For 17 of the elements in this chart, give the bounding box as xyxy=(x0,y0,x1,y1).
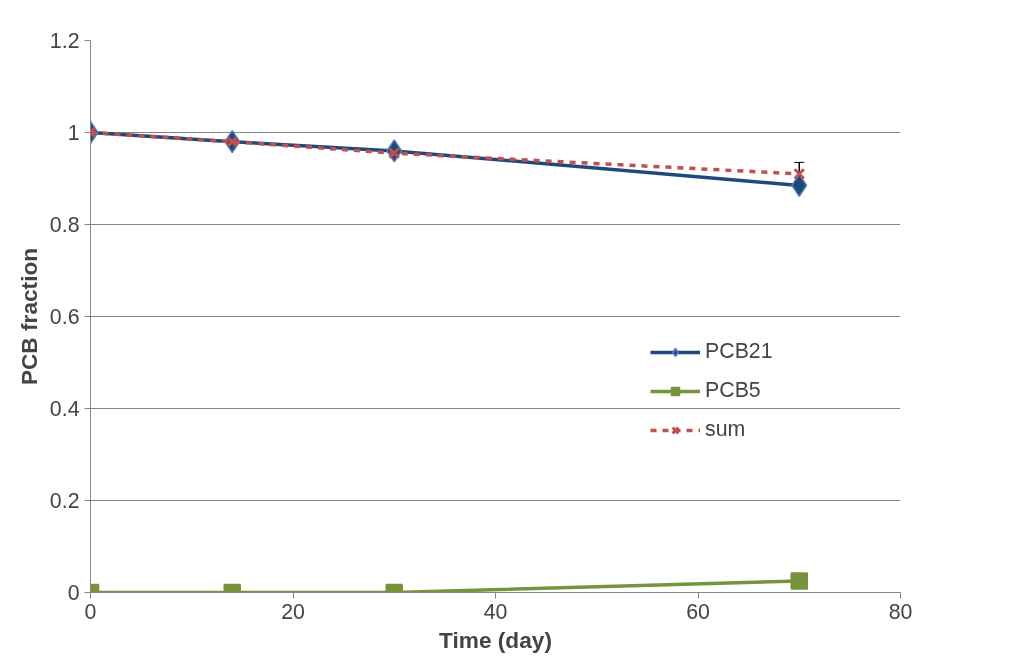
x-axis-title: Time (day) xyxy=(439,626,552,653)
x-tick-label: 20 xyxy=(281,599,305,624)
y-tick-label: 1 xyxy=(67,121,80,145)
legend-label: PCB21 xyxy=(705,339,773,364)
x-tick-label: 60 xyxy=(686,599,710,624)
y-tick-label: 0.8 xyxy=(49,213,80,237)
y-tick-label: 1.2 xyxy=(49,29,80,53)
x-tick-label: 40 xyxy=(483,599,508,624)
y-tick-label: 0 xyxy=(67,581,80,605)
legend-label: sum xyxy=(705,417,746,442)
legend-label: PCB5 xyxy=(705,378,761,403)
y-tick-label: 0.2 xyxy=(49,489,80,513)
y-axis-title: PCB fraction xyxy=(15,247,42,386)
y-tick-label: 0.4 xyxy=(49,397,80,421)
x-tick-label: 0 xyxy=(84,599,97,624)
x-tick-label: 80 xyxy=(888,599,913,624)
y-tick-label: 0.6 xyxy=(49,305,80,329)
